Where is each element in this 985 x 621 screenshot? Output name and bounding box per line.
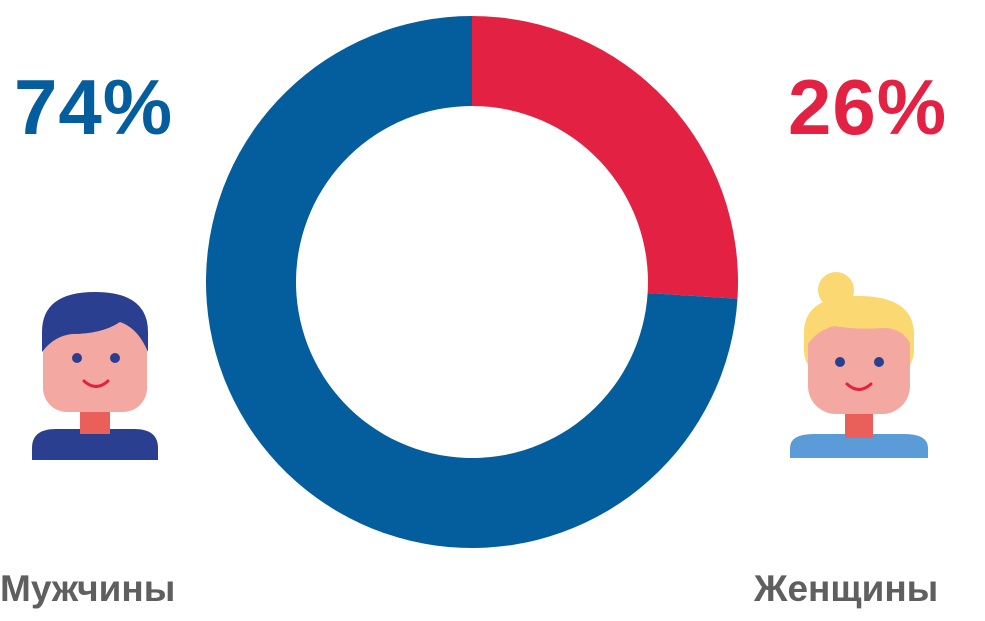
male-percentage: 74%: [14, 63, 174, 151]
female-slice: [472, 16, 738, 299]
female-percentage: 26%: [788, 63, 948, 151]
woman-avatar-icon: [790, 272, 928, 458]
male-label: Мужчины: [0, 568, 176, 609]
male-slice: [205, 16, 738, 548]
female-label: Женщины: [754, 568, 939, 609]
man-avatar-icon: [32, 292, 158, 460]
